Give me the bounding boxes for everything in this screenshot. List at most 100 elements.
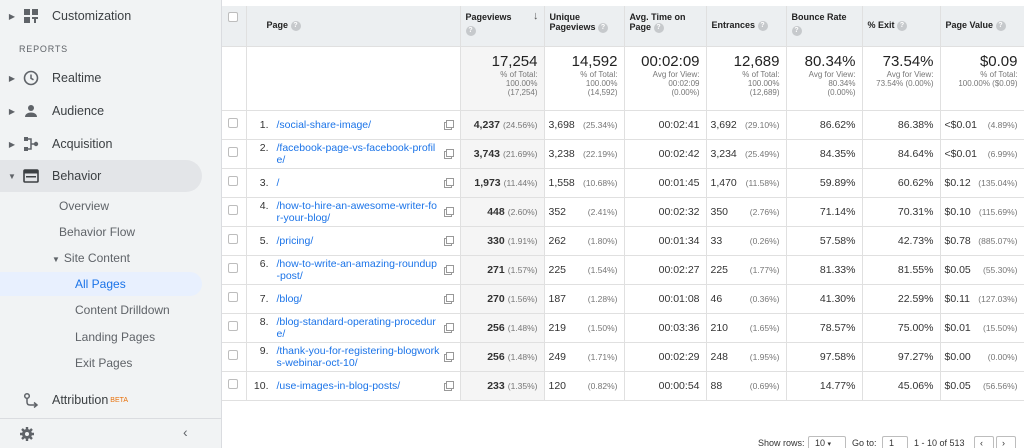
page-link[interactable]: /how-to-write-an-amazing-roundup-post/: [276, 257, 438, 282]
row-checkbox[interactable]: [228, 263, 238, 273]
table-row: 9. /thank-you-for-registering-blogworks-w…: [222, 342, 1024, 372]
sidebar-item-behavior[interactable]: ▼ Behavior: [0, 164, 222, 188]
avg-time-cell: 00:02:27: [624, 255, 707, 285]
open-page-icon[interactable]: [443, 380, 454, 391]
table-row: 10./use-images-in-blog-posts/233 (1.35%) 1…: [222, 371, 1024, 401]
page-link[interactable]: /facebook-page-vs-facebook-profile/: [276, 141, 436, 166]
row-index: 1.: [259, 118, 269, 131]
column-header-page-value[interactable]: Page Value ?: [940, 6, 1024, 47]
help-icon[interactable]: ?: [653, 22, 664, 33]
row-checkbox[interactable]: [228, 147, 238, 157]
sidebar-item-realtime[interactable]: ▶ Realtime: [0, 66, 222, 90]
collapse-sidebar-icon[interactable]: ‹: [183, 424, 188, 440]
goto-input[interactable]: 1: [882, 436, 908, 448]
open-page-icon[interactable]: [443, 351, 454, 362]
help-icon[interactable]: ?: [995, 20, 1006, 31]
avg-time-cell: 00:02:41: [624, 110, 707, 140]
sidebar-item-content-drilldown[interactable]: Content Drilldown: [75, 303, 170, 317]
open-page-icon[interactable]: [443, 177, 454, 188]
row-checkbox[interactable]: [228, 379, 238, 389]
page-link[interactable]: /: [276, 176, 280, 189]
row-select-cell: [222, 110, 247, 140]
page-value-cell: $0.10 (115.69%): [940, 197, 1024, 227]
row-index: 6.: [259, 257, 269, 270]
person-icon: [21, 101, 41, 121]
column-header-entrances[interactable]: Entrances ?: [706, 6, 787, 47]
page-link[interactable]: /pricing/: [276, 234, 314, 247]
avg-time-cell: 00:02:29: [624, 342, 707, 372]
row-checkbox[interactable]: [228, 205, 238, 215]
header-label: Unique Pageviews: [549, 12, 596, 32]
row-checkbox[interactable]: [228, 321, 238, 331]
sidebar-item-attribution[interactable]: ▶ Attribution BETA: [0, 388, 222, 412]
select-all-checkbox[interactable]: [228, 12, 238, 22]
pageviews-cell: 271 (1.57%): [460, 255, 545, 285]
summary-page-value: $0.09% of Total: 100.00% ($0.09): [940, 46, 1024, 111]
open-page-icon[interactable]: [443, 293, 454, 304]
column-header-exit[interactable]: % Exit ?: [862, 6, 941, 47]
collapse-caret-icon: ▼: [8, 171, 16, 181]
column-header-pageviews[interactable]: Pageviews? ↓: [460, 6, 545, 47]
row-select-cell: [222, 197, 247, 227]
gear-icon[interactable]: [19, 426, 35, 447]
help-icon[interactable]: ?: [897, 20, 908, 31]
help-icon[interactable]: ?: [465, 26, 476, 36]
summary-exit: 73.54% Avg for View: 73.54% (0.00%): [862, 46, 941, 111]
sidebar-item-customization[interactable]: ▶ Customization: [0, 4, 222, 28]
top-controls-strip: [222, 0, 1024, 6]
chevron-down-icon: ▾: [827, 441, 832, 448]
page-link[interactable]: /blog-standard-operating-procedure/: [276, 315, 436, 340]
sidebar-item-audience[interactable]: ▶ Audience: [0, 99, 222, 123]
open-page-icon[interactable]: [443, 235, 454, 246]
header-label: Page Value: [945, 20, 994, 30]
row-checkbox[interactable]: [228, 292, 238, 302]
page-link[interactable]: /social-share-image/: [276, 118, 372, 131]
row-select-cell: [222, 342, 247, 372]
page-link[interactable]: /use-images-in-blog-posts/: [276, 379, 401, 392]
open-page-icon[interactable]: [443, 322, 454, 333]
column-header-unique-pageviews[interactable]: Unique Pageviews ?: [544, 6, 625, 47]
help-icon[interactable]: ?: [757, 20, 768, 31]
header-label: Avg. Time on Page: [629, 12, 686, 32]
sidebar-item-all-pages[interactable]: All Pages: [75, 277, 126, 291]
row-checkbox[interactable]: [228, 176, 238, 186]
sidebar-item-acquisition[interactable]: ▶ Acquisition: [0, 132, 222, 156]
sidebar-item-site-content[interactable]: ▼ Site Content: [52, 251, 130, 265]
prev-page-icon[interactable]: ‹: [974, 436, 994, 448]
sidebar-item-overview[interactable]: Overview: [59, 199, 110, 213]
help-icon[interactable]: ?: [598, 22, 609, 33]
row-checkbox[interactable]: [228, 350, 238, 360]
open-page-icon[interactable]: [443, 119, 454, 130]
unique-pageviews-cell: 219 (1.50%): [544, 313, 625, 343]
open-page-icon[interactable]: [443, 206, 454, 217]
column-header-bounce-rate[interactable]: Bounce Rate?: [786, 6, 863, 47]
show-rows-select[interactable]: 10 ▾: [808, 436, 846, 448]
row-select-cell: [222, 139, 247, 169]
help-icon[interactable]: ?: [290, 20, 301, 31]
open-page-icon[interactable]: [443, 148, 454, 159]
reports-section-title: REPORTS: [19, 44, 68, 54]
open-page-icon[interactable]: [443, 264, 454, 275]
sidebar-item-exit-pages[interactable]: Exit Pages: [75, 356, 133, 370]
next-page-icon[interactable]: ›: [996, 436, 1016, 448]
help-icon[interactable]: ?: [791, 26, 802, 36]
column-header-avg-time[interactable]: Avg. Time on Page ?: [624, 6, 707, 47]
row-checkbox[interactable]: [228, 234, 238, 244]
page-cell: 9. /thank-you-for-registering-blogworks-w…: [246, 342, 461, 372]
column-header-page[interactable]: Page ?: [246, 6, 461, 47]
report-table-area: Page ? Pageviews? ↓ Unique Pageviews ? Av…: [222, 0, 1024, 448]
page-link[interactable]: /blog/: [276, 292, 303, 305]
active-item-highlight: [0, 272, 202, 296]
page-link[interactable]: /thank-you-for-registering-blogworks-web…: [276, 344, 440, 369]
sort-descending-icon[interactable]: ↓: [533, 10, 539, 22]
pageviews-cell: 330 (1.91%): [460, 226, 545, 256]
attribution-icon: [21, 390, 41, 410]
unique-pageviews-cell: 187 (1.28%): [544, 284, 625, 314]
summary-entrances: 12,689% of Total: 100.00% (12,689): [706, 46, 787, 111]
summary-pageviews: 17,254% of Total: 100.00% (17,254): [460, 46, 545, 111]
sidebar-item-behavior-flow[interactable]: Behavior Flow: [59, 225, 136, 239]
row-checkbox[interactable]: [228, 118, 238, 128]
sidebar-item-landing-pages[interactable]: Landing Pages: [75, 330, 156, 344]
avg-time-cell: 00:03:36: [624, 313, 707, 343]
page-link[interactable]: /how-to-hire-an-awesome-writer-for-your-…: [276, 199, 437, 224]
